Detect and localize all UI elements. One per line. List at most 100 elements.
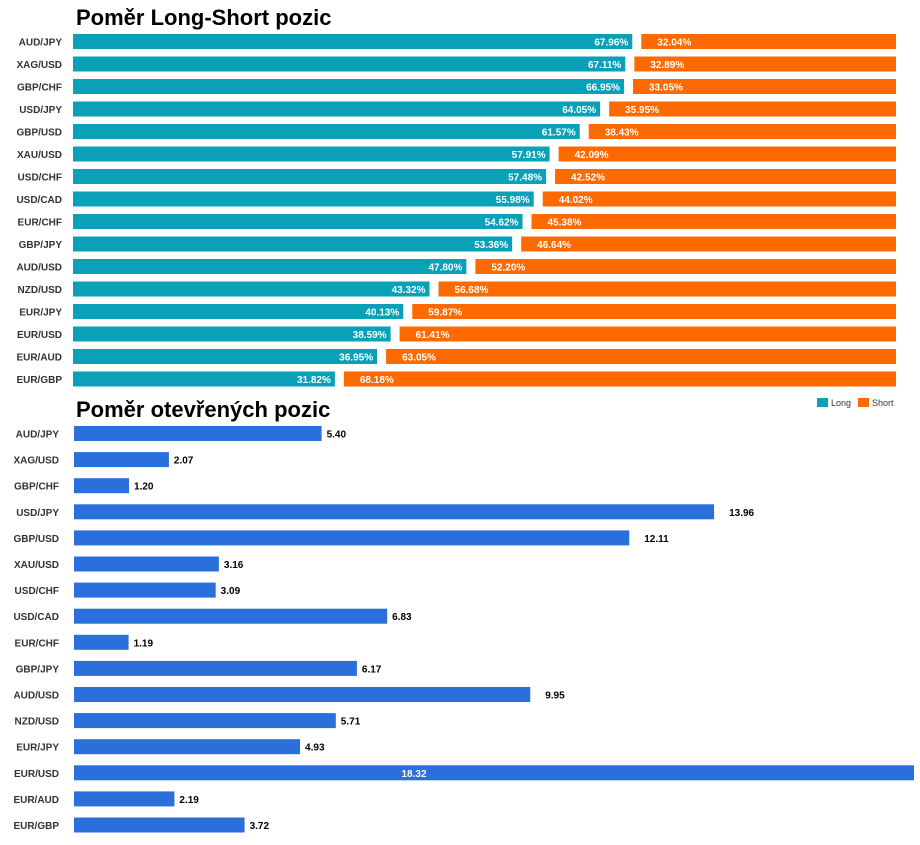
open-position-bar	[74, 687, 531, 702]
long-bar	[73, 326, 391, 342]
open-position-bar	[74, 608, 388, 624]
legend-short-label: Short	[872, 398, 894, 408]
open-value-label: 5.40	[327, 430, 347, 441]
short-bar	[343, 371, 896, 387]
category-label: EUR/CHF	[18, 218, 62, 229]
short-bar	[542, 191, 896, 207]
category-label: USD/CAD	[13, 612, 59, 623]
short-bar	[475, 259, 896, 274]
short-bar	[386, 349, 896, 364]
long-bar	[73, 34, 633, 49]
short-bar	[531, 214, 896, 229]
long-value-label: 55.98%	[496, 195, 530, 206]
long-bar	[73, 281, 430, 297]
long-bar	[73, 371, 335, 387]
long-bar	[73, 259, 467, 274]
long-value-label: 67.96%	[594, 38, 628, 49]
open-value-label: 9.95	[545, 691, 565, 702]
long-bar	[73, 101, 601, 117]
open-position-bar	[74, 426, 322, 441]
category-label: GBP/USD	[13, 534, 59, 545]
open-position-bar	[74, 660, 357, 676]
long-bar	[73, 79, 624, 94]
category-label: XAU/USD	[14, 560, 59, 571]
long-value-label: 61.57%	[542, 128, 576, 139]
short-value-label: 59.87%	[428, 308, 462, 319]
category-label: EUR/CHF	[15, 638, 59, 649]
long-value-label: 66.95%	[586, 83, 620, 94]
long-bar	[73, 191, 534, 207]
short-bar	[412, 304, 896, 319]
long-value-label: 67.11%	[588, 60, 621, 71]
category-label: USD/CHF	[15, 586, 59, 597]
open-position-bar	[74, 556, 219, 572]
category-label: NZD/USD	[18, 285, 62, 296]
open-value-label: 2.07	[174, 456, 194, 467]
category-label: EUR/GBP	[16, 375, 62, 386]
long-bar	[73, 214, 523, 229]
short-value-label: 44.02%	[559, 195, 593, 206]
short-bar	[521, 236, 896, 252]
short-bar	[634, 56, 896, 72]
category-label: EUR/AUD	[13, 795, 59, 806]
category-label: EUR/USD	[14, 769, 59, 780]
long-value-label: 54.62%	[485, 218, 519, 229]
category-label: EUR/JPY	[16, 743, 59, 754]
short-value-label: 52.20%	[491, 263, 525, 274]
short-bar	[632, 79, 896, 94]
open-value-label: 12.11	[644, 534, 669, 545]
long-bar	[73, 236, 513, 252]
category-label: AUD/USD	[16, 263, 62, 274]
short-bar	[641, 34, 896, 49]
category-label: GBP/USD	[16, 128, 62, 139]
category-label: USD/JPY	[16, 508, 59, 519]
long-bar	[73, 124, 580, 139]
legend-long-swatch	[817, 398, 828, 407]
category-label: AUD/JPY	[16, 430, 60, 441]
category-label: USD/CHF	[18, 173, 62, 184]
long-value-label: 40.13%	[365, 308, 399, 319]
open-position-bar	[74, 478, 130, 494]
category-label: EUR/JPY	[19, 308, 62, 319]
short-bar	[558, 146, 896, 162]
category-label: AUD/USD	[13, 691, 59, 702]
category-label: GBP/CHF	[14, 482, 59, 493]
open-position-bar	[74, 817, 245, 833]
long-value-label: 43.32%	[392, 285, 426, 296]
category-label: GBP/CHF	[17, 83, 62, 94]
long-bar	[73, 169, 547, 184]
category-label: EUR/GBP	[13, 821, 59, 832]
open-position-bar	[74, 765, 914, 781]
long-value-label: 31.82%	[297, 375, 331, 386]
short-value-label: 46.64%	[537, 240, 571, 251]
category-label: XAG/USD	[13, 456, 59, 467]
open-position-bar	[74, 634, 129, 650]
open-value-label: 3.16	[224, 560, 244, 571]
short-value-label: 42.09%	[575, 150, 609, 161]
open-value-label: 1.20	[134, 482, 154, 493]
category-label: USD/CAD	[16, 195, 62, 206]
open-position-bar	[74, 582, 216, 598]
long-bar	[73, 56, 626, 72]
open-value-label: 18.32	[401, 769, 426, 780]
short-value-label: 61.41%	[416, 330, 450, 341]
short-value-label: 63.05%	[402, 353, 436, 364]
category-label: NZD/USD	[15, 717, 59, 728]
open-position-bar	[74, 713, 336, 729]
short-value-label: 42.52%	[571, 173, 605, 184]
open-position-bar	[74, 791, 175, 807]
category-label: XAG/USD	[16, 60, 62, 71]
short-value-label: 56.68%	[455, 285, 489, 296]
open-value-label: 1.19	[134, 638, 154, 649]
category-label: GBP/JPY	[16, 664, 60, 675]
short-value-label: 35.95%	[625, 105, 659, 116]
short-bar	[555, 169, 896, 184]
long-bar	[73, 146, 550, 162]
open-value-label: 2.19	[179, 795, 199, 806]
open-position-bar	[74, 530, 630, 546]
short-value-label: 38.43%	[605, 128, 639, 139]
short-bar	[399, 326, 896, 342]
open-value-label: 3.72	[250, 821, 270, 832]
category-label: GBP/JPY	[19, 240, 63, 251]
long-value-label: 53.36%	[474, 240, 508, 251]
